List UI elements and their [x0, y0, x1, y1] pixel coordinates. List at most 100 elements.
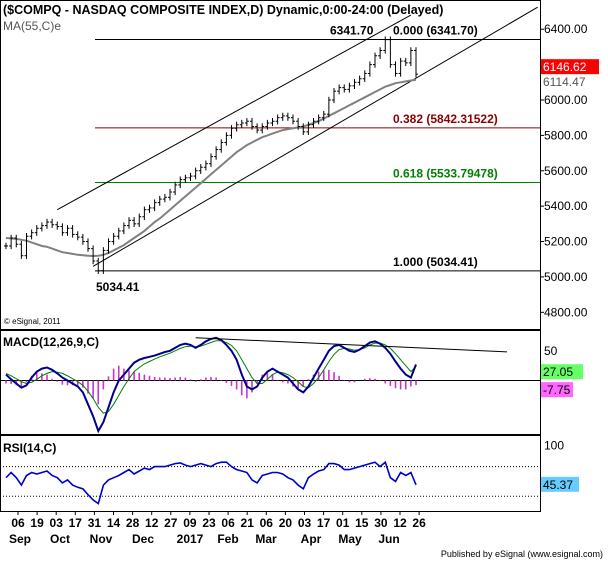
macd-last-value: 27.05	[543, 365, 573, 379]
macd-trendline	[195, 337, 508, 353]
x-tick-label: 17	[69, 516, 83, 530]
x-month-label: Apr	[301, 532, 322, 546]
price-bar	[270, 118, 275, 127]
macd-label: MACD(12,26,9,C)	[3, 335, 99, 349]
x-tick-label: 20	[279, 516, 293, 530]
price-bar	[301, 123, 306, 136]
price-bar	[111, 233, 116, 245]
x-month-label: Dec	[132, 532, 154, 546]
price-bar	[296, 118, 301, 130]
macd-hist-last-value: -7.75	[543, 383, 571, 397]
price-bar	[239, 119, 244, 128]
price-bar	[280, 112, 285, 121]
x-tick-label: 09	[183, 516, 197, 530]
x-tick-label: 03	[298, 516, 312, 530]
price-bar	[96, 257, 101, 274]
price-bar	[229, 125, 234, 139]
copyright-label: © eSignal, 2011	[4, 317, 61, 326]
price-y-tick-label: 5600.00	[544, 164, 588, 178]
rsi-last-value: 45.37	[543, 478, 573, 492]
x-tick-label: 12	[145, 516, 159, 530]
price-bar	[260, 123, 265, 134]
annotation-low: 5034.41	[96, 280, 140, 294]
x-tick-label: 06	[11, 516, 25, 530]
price-bar	[168, 188, 172, 201]
x-tick-label: 17	[317, 516, 331, 530]
price-bar	[14, 234, 19, 248]
price-y-tick-label: 5400.00	[544, 199, 588, 213]
macd-last-value-bg	[541, 364, 583, 380]
price-bar	[147, 204, 152, 213]
x-tick-label: 14	[107, 516, 121, 530]
annotation-high: 6341.70	[330, 24, 374, 38]
x-tick-label: 30	[374, 516, 388, 530]
x-tick-label: 03	[50, 516, 64, 530]
price-bar	[173, 181, 178, 196]
price-bar	[244, 118, 249, 127]
price-bar	[19, 241, 24, 259]
price-bar	[332, 87, 336, 104]
x-month-label: Sep	[9, 532, 31, 546]
x-month-label: May	[338, 532, 362, 546]
price-bar	[403, 57, 408, 67]
macd-hist-last-value-bg	[541, 382, 573, 398]
price-bar	[321, 110, 326, 121]
fib-label-1: 0.382 (5842.31522)	[393, 112, 498, 126]
price-bar	[408, 47, 413, 67]
rsi-last-value-bg	[541, 476, 579, 492]
price-bar	[414, 47, 418, 78]
price-bar	[50, 218, 55, 228]
price-bar	[234, 121, 239, 132]
price-bar	[142, 206, 147, 220]
x-tick-label: 06	[221, 516, 235, 530]
x-tick-label: 28	[126, 516, 140, 530]
price-bar	[193, 167, 198, 180]
price-y-tick-label: 6400.00	[544, 22, 588, 36]
x-tick-label: 19	[30, 516, 44, 530]
price-bar	[209, 153, 213, 167]
rsi-line	[5, 460, 417, 505]
price-bar	[157, 195, 162, 206]
x-month-label: 2017	[177, 532, 204, 546]
price-bar	[86, 238, 90, 252]
x-month-label: Mar	[255, 532, 277, 546]
price-bar	[250, 118, 254, 130]
price-bar	[198, 164, 203, 174]
publisher-label: Published by eSignal (www.esignal.com)	[441, 549, 603, 559]
price-bar	[34, 225, 39, 236]
price-bar	[24, 233, 29, 259]
x-tick-label: 26	[412, 516, 426, 530]
price-bar	[106, 238, 111, 254]
price-bar	[137, 213, 142, 228]
price-bar	[398, 57, 403, 77]
price-bar	[275, 114, 280, 125]
price-bar	[39, 222, 44, 232]
axis-layer: 4800.00 5000.00 5200.00 5400.00 5600.00 5800.…	[9, 22, 607, 546]
price-bar	[9, 234, 14, 250]
fib-label-3: 1.000 (5034.41)	[393, 255, 478, 269]
ma-label: MA(55,C)e	[3, 19, 61, 33]
x-month-label: Oct	[50, 532, 70, 546]
price-panel-frame	[0, 0, 541, 330]
rsi-y-tick-label: 100	[544, 438, 564, 452]
macd-panel-frame	[0, 330, 541, 435]
price-bar	[91, 245, 96, 265]
ma-last-value-bg	[541, 73, 607, 89]
price-bar	[378, 47, 383, 59]
x-tick-label: 15	[355, 516, 369, 530]
x-tick-label: 21	[241, 516, 255, 530]
rsi-label: RSI(14,C)	[3, 441, 56, 455]
price-bar	[388, 36, 393, 68]
price-bar	[214, 146, 219, 160]
price-bar	[75, 231, 80, 241]
price-bar	[183, 174, 188, 183]
price-bar	[316, 114, 321, 125]
ma-line	[5, 78, 417, 258]
price-bar	[4, 242, 8, 250]
macd-y-tick-label: 50	[544, 344, 558, 358]
last-price-value: 6146.62	[543, 60, 587, 74]
fib-label-2: 0.618 (5533.79478)	[393, 166, 498, 180]
price-bar	[224, 132, 229, 146]
price-bar	[255, 123, 260, 134]
price-bar	[188, 172, 193, 182]
